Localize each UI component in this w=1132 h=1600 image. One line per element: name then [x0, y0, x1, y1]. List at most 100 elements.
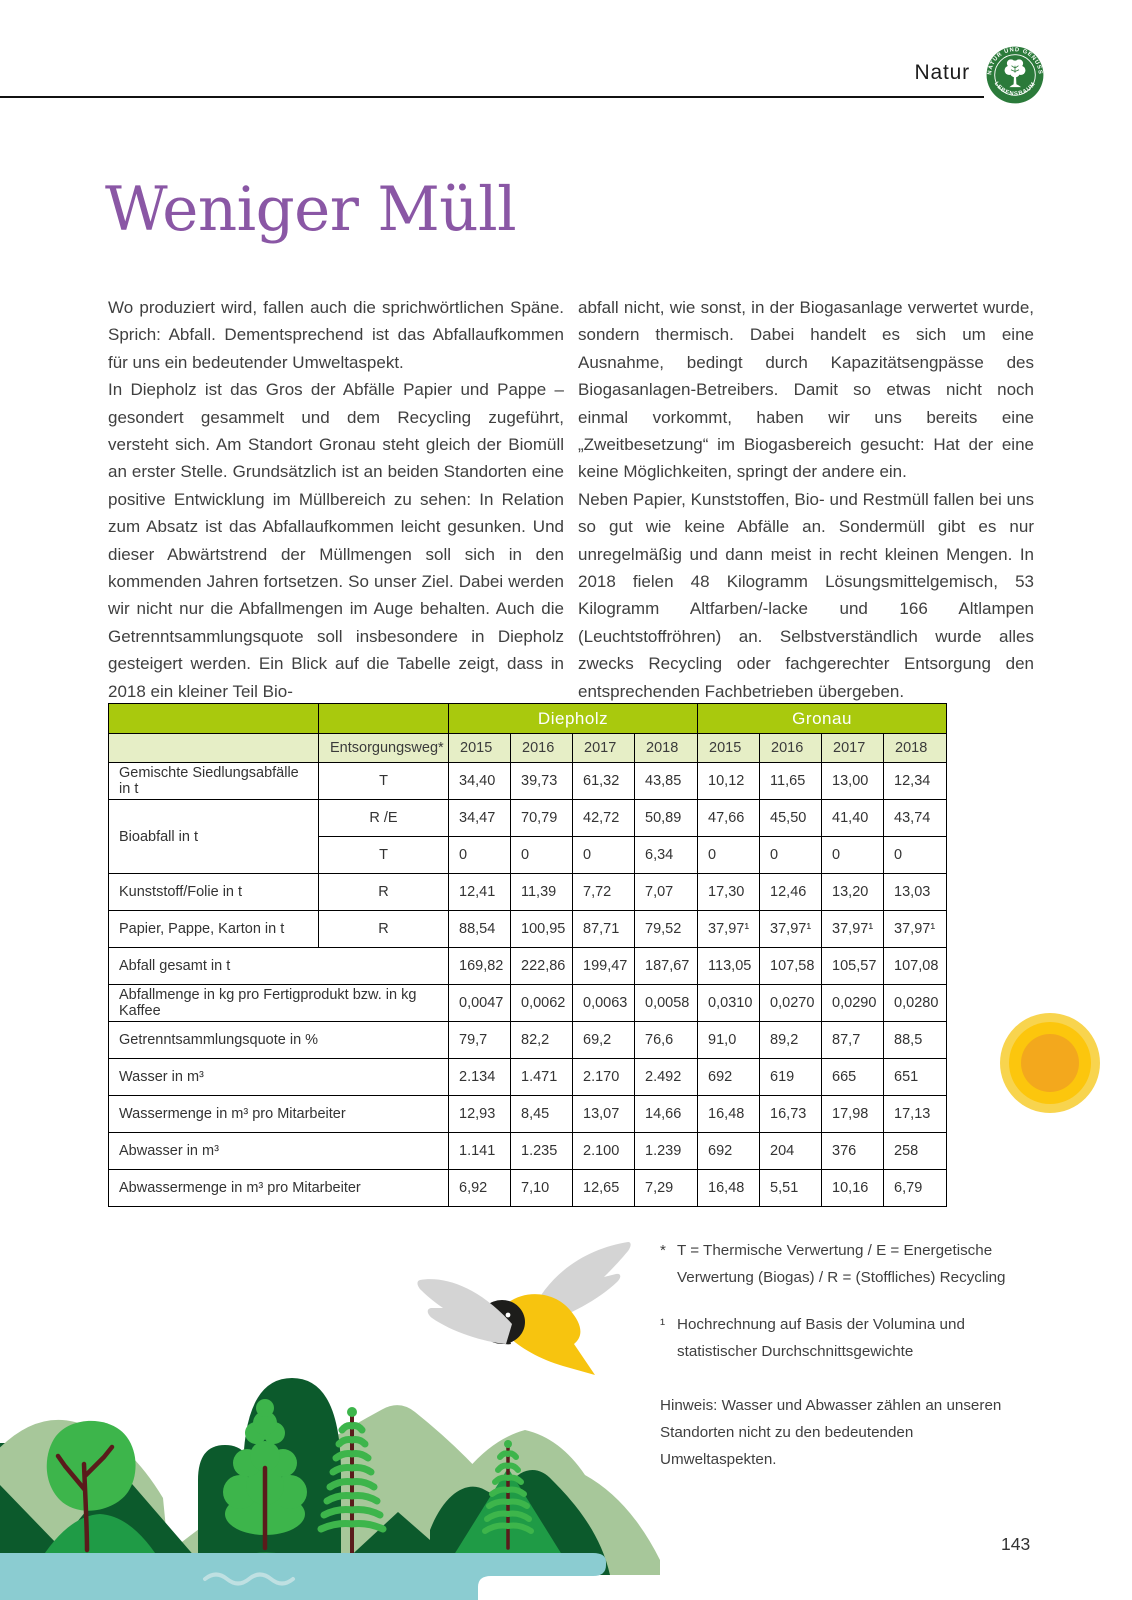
value-cell: 42,72: [572, 799, 635, 837]
table-row: Wasser in m³ 2.134 1.471 2.170 2.492 692…: [108, 1058, 948, 1096]
value-cell: 105,57: [821, 947, 885, 985]
table-row: T 0 0 0 6,34 0 0 0 0: [109, 836, 948, 874]
table-site-header-row: Diepholz Gronau: [108, 703, 948, 734]
value-cell: 107,08: [883, 947, 948, 985]
value-cell: 0,0280: [883, 984, 948, 1022]
row-label: Wasser in m³: [108, 1058, 449, 1096]
table-row: Abwassermenge in m³ pro Mitarbeiter 6,92…: [108, 1169, 948, 1207]
value-cell: 43,85: [633, 762, 699, 800]
value-cell: 665: [821, 1058, 885, 1096]
value-cell: 2.134: [448, 1058, 511, 1096]
footnote-text: Hochrechnung auf Basis der Volumina und …: [677, 1316, 965, 1360]
table-disposal-header: Entsorgungsweg*: [318, 733, 449, 763]
lebensbaum-logo-icon: NATUR UND GENUSS LEBENSBAUM: [986, 46, 1044, 104]
table-row: Kunststoff/Folie in t R 12,41 11,39 7,72…: [108, 873, 948, 911]
value-cell: 1.141: [448, 1132, 511, 1170]
value-cell: 11,65: [759, 762, 823, 800]
value-cell: 12,34: [883, 762, 948, 800]
value-cell: 41,40: [821, 799, 885, 837]
value-cell: 619: [759, 1058, 823, 1096]
table-year-header: 2018: [883, 733, 948, 763]
table-group-diepholz: Diepholz: [447, 703, 699, 734]
value-cell: 17,13: [883, 1095, 948, 1133]
table-group-gronau: Gronau: [697, 703, 948, 734]
table-corner-cell: [108, 733, 319, 763]
value-cell: 37,97¹: [759, 910, 823, 948]
value-cell: 69,2: [572, 1021, 635, 1059]
value-cell: 204: [759, 1132, 823, 1170]
table-year-header: 2015: [697, 733, 761, 763]
table-row: Abwasser in m³ 1.141 1.235 2.100 1.239 6…: [108, 1132, 948, 1170]
value-cell: 1.235: [510, 1132, 573, 1170]
value-cell: 6,79: [883, 1169, 948, 1207]
value-cell: 61,32: [572, 762, 635, 800]
value-cell: 82,2: [510, 1021, 573, 1059]
table-corner-cell: [108, 703, 319, 734]
value-cell: 79,52: [633, 910, 699, 948]
value-cell: 37,97¹: [697, 910, 761, 948]
value-cell: 76,6: [633, 1021, 699, 1059]
value-cell: 12,93: [448, 1095, 511, 1133]
bird-icon: [417, 1242, 631, 1375]
footnote-marker: ¹: [660, 1316, 666, 1333]
footnote-marker: *: [660, 1242, 666, 1259]
value-cell: 113,05: [697, 947, 761, 985]
row-label: Wassermenge in m³ pro Mitarbeiter: [108, 1095, 449, 1133]
value-cell: 0: [697, 836, 761, 874]
pine-tree-icon: [317, 1407, 387, 1564]
value-cell: 0,0063: [572, 984, 635, 1022]
pine-tree-icon: [482, 1440, 534, 1550]
wave-squiggle-icon: [203, 1572, 295, 1586]
value-cell: 0: [510, 836, 573, 874]
disposal-cell: T: [318, 836, 449, 874]
value-cell: 169,82: [448, 947, 511, 985]
article-column-right: abfall nicht, wie sonst, in der Biogasan…: [578, 298, 1034, 701]
value-cell: 79,7: [448, 1021, 511, 1059]
row-label: Abfallmenge in kg pro Fertigprodukt bzw.…: [108, 984, 449, 1022]
value-cell: 0,0062: [510, 984, 573, 1022]
value-cell: 6,34: [633, 836, 699, 874]
value-cell: 10,12: [697, 762, 761, 800]
water: [0, 1553, 606, 1600]
table-year-header: 2017: [821, 733, 885, 763]
value-cell: 100,95: [510, 910, 573, 948]
landscape-illustration: [0, 1242, 660, 1600]
value-cell: 0: [883, 836, 948, 874]
value-cell: 88,54: [448, 910, 511, 948]
value-cell: 0,0290: [821, 984, 885, 1022]
value-cell: 10,16: [821, 1169, 885, 1207]
sun-icon: [1000, 1013, 1100, 1113]
value-cell: 0,0270: [759, 984, 823, 1022]
value-cell: 7,29: [633, 1169, 699, 1207]
table-year-header-row: Entsorgungsweg* 2015 2016 2017 2018 2015…: [108, 733, 948, 763]
value-cell: 12,46: [759, 873, 823, 911]
table-row: Papier, Pappe, Karton in t R 88,54 100,9…: [108, 910, 948, 948]
value-cell: 0: [572, 836, 635, 874]
footnotes: * T = Thermische Verwertung / E = Energe…: [660, 1237, 1024, 1473]
table-row: Abfallmenge in kg pro Fertigprodukt bzw.…: [108, 984, 948, 1022]
value-cell: 34,47: [448, 799, 511, 837]
footnote-hint: Hinweis: Wasser und Abwasser zählen an u…: [660, 1397, 1002, 1468]
page-title: Weniger Müll: [105, 174, 517, 245]
value-cell: 87,7: [821, 1021, 885, 1059]
value-cell: 16,48: [697, 1169, 761, 1207]
row-label: Gemischte Siedlungsabfälle in t: [108, 762, 319, 800]
disposal-cell: T: [318, 762, 449, 800]
value-cell: 692: [697, 1132, 761, 1170]
value-cell: 2.170: [572, 1058, 635, 1096]
value-cell: 16,48: [697, 1095, 761, 1133]
table-row: Wassermenge in m³ pro Mitarbeiter 12,93 …: [108, 1095, 948, 1133]
table-year-header: 2016: [759, 733, 823, 763]
table-year-header: 2018: [633, 733, 699, 763]
value-cell: 5,51: [759, 1169, 823, 1207]
table-row: Gemischte Siedlungsabfälle in t T 34,40 …: [108, 762, 948, 800]
value-cell: 87,71: [572, 910, 635, 948]
value-cell: 107,58: [759, 947, 823, 985]
value-cell: 17,98: [821, 1095, 885, 1133]
value-cell: 50,89: [633, 799, 699, 837]
row-label: Papier, Pappe, Karton in t: [108, 910, 319, 948]
table-row: Getrenntsammlungsquote in % 79,7 82,2 69…: [108, 1021, 948, 1059]
value-cell: 2.100: [572, 1132, 635, 1170]
value-cell: 0,0310: [697, 984, 761, 1022]
